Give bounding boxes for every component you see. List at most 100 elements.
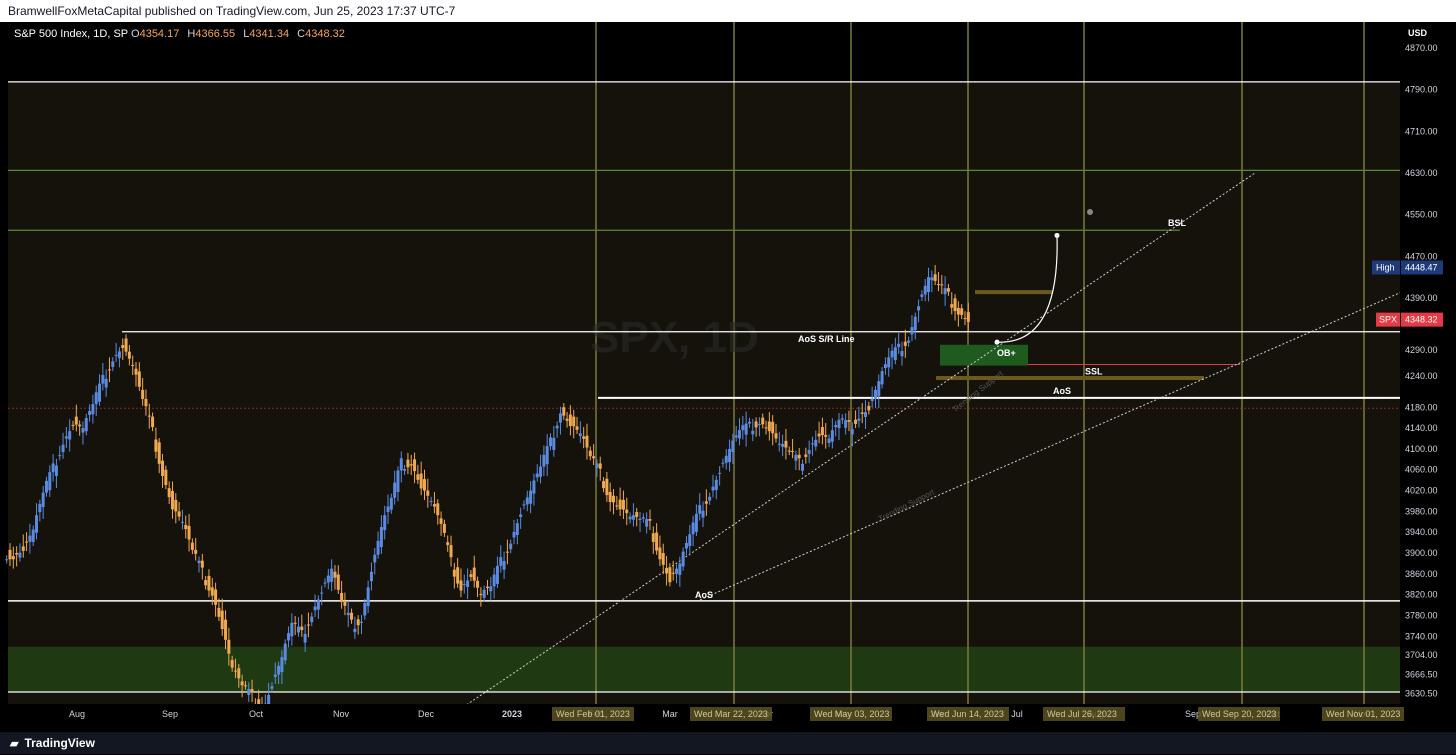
candle-body bbox=[356, 619, 360, 626]
candle-body bbox=[917, 306, 921, 311]
footer-bar: ▰ TradingView bbox=[0, 732, 1456, 754]
date-label: Wed May 03, 2023 bbox=[814, 709, 889, 719]
candle-body bbox=[91, 404, 95, 415]
candle-body bbox=[854, 419, 858, 424]
y-tick-label: 4790.00 bbox=[1405, 85, 1438, 95]
candle-body bbox=[476, 580, 480, 588]
y-tick-label: 3740.00 bbox=[1405, 631, 1438, 641]
candle-body bbox=[684, 542, 688, 549]
candle-body bbox=[413, 459, 417, 472]
candle-body bbox=[900, 351, 904, 357]
watermark: SPX, 1D bbox=[590, 313, 759, 362]
candle-body bbox=[870, 398, 874, 402]
candle-body bbox=[28, 535, 32, 542]
date-label-bg bbox=[1043, 707, 1125, 721]
candle-body bbox=[668, 567, 672, 583]
candle-body bbox=[767, 421, 771, 432]
candle-body bbox=[383, 515, 387, 531]
candle-body bbox=[761, 417, 765, 425]
projection-start bbox=[994, 339, 1000, 345]
x-tick-label: Nov bbox=[333, 709, 350, 719]
candle-body bbox=[117, 351, 121, 358]
candle-body bbox=[154, 439, 158, 452]
y-tick-label: 4870.00 bbox=[1405, 43, 1438, 53]
candle-body bbox=[396, 470, 400, 492]
y-tick-label: 4710.00 bbox=[1405, 126, 1438, 136]
candle-body bbox=[635, 512, 639, 517]
candle-body bbox=[399, 458, 403, 471]
date-label-bg bbox=[1198, 707, 1280, 721]
candle-body bbox=[422, 479, 426, 491]
candle-body bbox=[913, 316, 917, 331]
candle-body bbox=[167, 488, 171, 498]
candle-body bbox=[250, 689, 254, 693]
candle-body bbox=[711, 486, 715, 491]
candle-body bbox=[505, 551, 509, 553]
candle-body bbox=[486, 586, 489, 589]
candle-body bbox=[565, 418, 569, 421]
candle-body bbox=[416, 474, 420, 480]
candle-body bbox=[688, 534, 692, 547]
candle-body bbox=[645, 519, 649, 527]
annotation-aos-lower: AoS bbox=[695, 590, 713, 600]
candle-body bbox=[393, 482, 397, 498]
badge-spx-value: 4348.32 bbox=[1405, 315, 1438, 325]
candle-body bbox=[741, 425, 745, 431]
candle-body bbox=[58, 455, 62, 457]
candle-body bbox=[48, 472, 52, 491]
candle-body bbox=[631, 515, 635, 520]
candle-body bbox=[738, 430, 742, 439]
candle-body bbox=[386, 506, 390, 513]
y-tick-label: 3780.00 bbox=[1405, 610, 1438, 620]
candle-body bbox=[850, 429, 854, 435]
candle-body bbox=[877, 381, 881, 397]
candle-body bbox=[509, 543, 513, 550]
badge-spx-label: SPX bbox=[1379, 315, 1397, 325]
y-tick-label: 4390.00 bbox=[1405, 293, 1438, 303]
close-label: C bbox=[297, 28, 306, 40]
y-tick-label: 4020.00 bbox=[1405, 486, 1438, 496]
symbol-legend: S&P 500 Index, 1D, SP O4354.17 H4366.55 … bbox=[14, 28, 350, 40]
candle-body bbox=[227, 639, 231, 654]
candle-body bbox=[618, 499, 622, 510]
candle-body bbox=[121, 345, 125, 348]
candle-body bbox=[303, 633, 307, 643]
candle-body bbox=[830, 430, 834, 442]
candle-body bbox=[224, 619, 228, 640]
candle-body bbox=[187, 525, 191, 540]
candle-body bbox=[777, 443, 781, 445]
candle-body bbox=[810, 443, 814, 445]
candle-body bbox=[747, 421, 751, 424]
projection-path bbox=[996, 235, 1058, 343]
candle-body bbox=[350, 612, 354, 620]
footer-brand[interactable]: TradingView bbox=[24, 736, 95, 750]
low-value: 4341.34 bbox=[249, 28, 290, 40]
candle-body bbox=[177, 511, 181, 517]
candle-body bbox=[542, 454, 546, 467]
date-label: Wed Sep 20, 2023 bbox=[1202, 709, 1276, 719]
candle-body bbox=[436, 503, 440, 516]
candle-body bbox=[661, 553, 665, 565]
y-tick-label: 4060.00 bbox=[1405, 465, 1438, 475]
candle-body bbox=[539, 466, 543, 477]
annotation-bsl: BSL bbox=[1168, 218, 1187, 228]
candle-body bbox=[41, 492, 45, 508]
candle-body bbox=[771, 421, 775, 434]
candle-body bbox=[936, 284, 940, 286]
candle-body bbox=[84, 418, 88, 432]
candle-body bbox=[956, 307, 960, 315]
candle-body bbox=[512, 531, 516, 538]
candle-body bbox=[966, 312, 970, 322]
candle-body bbox=[81, 428, 85, 433]
candle-body bbox=[389, 497, 393, 510]
supply-box bbox=[975, 290, 1053, 295]
candle-body bbox=[164, 469, 168, 485]
price-axis bbox=[1400, 22, 1456, 704]
x-tick-label: Mar bbox=[662, 709, 678, 719]
candle-body bbox=[406, 459, 410, 468]
candle-body bbox=[575, 426, 579, 430]
y-tick-label: 4180.00 bbox=[1405, 402, 1438, 412]
candle-body bbox=[326, 575, 330, 583]
symbol-name: S&P 500 Index, 1D, SP bbox=[14, 28, 128, 40]
